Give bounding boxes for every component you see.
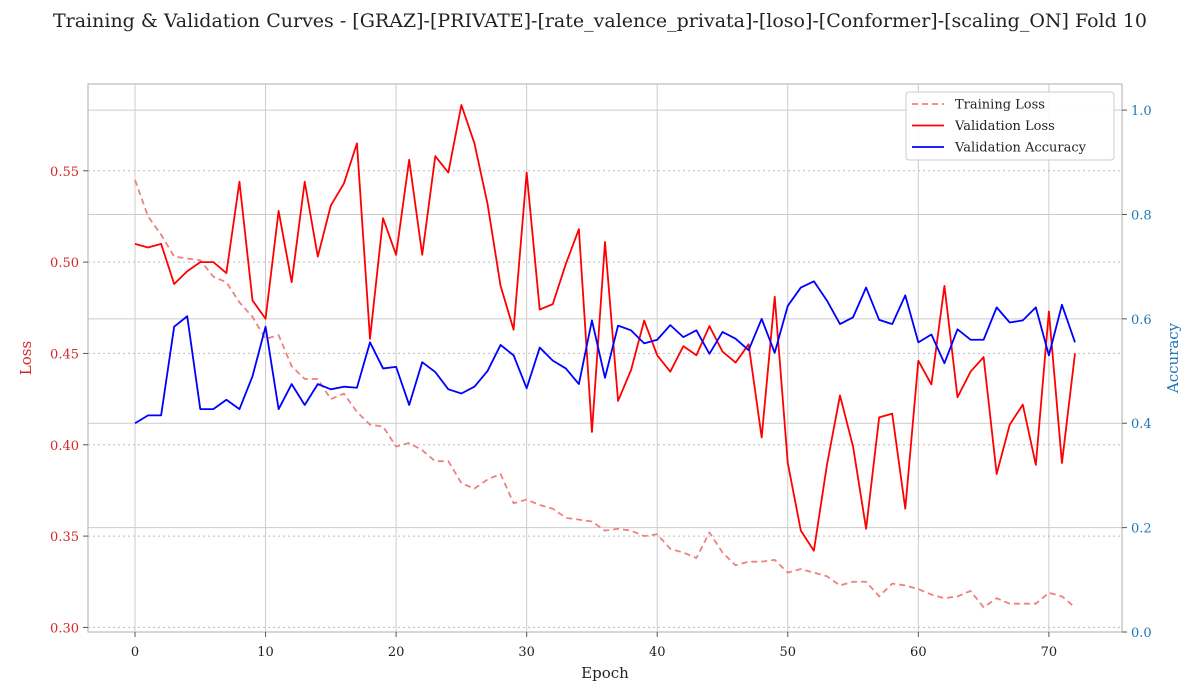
plot-frame [87, 83, 1123, 633]
y-right-tick-label: 0.8 [1131, 208, 1152, 223]
y-left-tick-label: 0.50 [50, 256, 79, 271]
legend-label: Validation Loss [954, 119, 1055, 134]
legend-label: Validation Accuracy [954, 141, 1087, 156]
x-tick-label: 60 [910, 645, 927, 660]
x-axis-label: Epoch [581, 664, 629, 682]
x-tick-label: 20 [388, 645, 405, 660]
y-left-tick-label: 0.55 [50, 165, 79, 180]
x-tick-label: 30 [518, 645, 535, 660]
y-right-tick-label: 0.0 [1131, 626, 1152, 641]
plot-area [88, 84, 1122, 632]
y-right-tick-label: 0.6 [1131, 313, 1152, 328]
y-left-tick-label: 0.35 [50, 530, 79, 545]
y-left-axis-label: Loss [17, 341, 35, 375]
series-line-validation-accuracy [134, 280, 1076, 425]
x-tick-label: 10 [257, 645, 274, 660]
y-left-tick-label: 0.40 [50, 439, 79, 454]
x-tick-label: 70 [1041, 645, 1058, 660]
series-line-training-loss [134, 179, 1076, 609]
y-right-tick-label: 0.2 [1131, 522, 1152, 537]
chart-title: Training & Validation Curves - [GRAZ]-[P… [52, 10, 1148, 32]
series-line-validation-loss [134, 104, 1076, 552]
legend-box [905, 91, 1115, 161]
y-right-tick-label: 1.0 [1131, 104, 1152, 119]
y-right-tick-label: 0.4 [1131, 417, 1152, 432]
x-tick-label: 0 [131, 645, 139, 660]
legend-label: Training Loss [955, 98, 1045, 113]
y-right-axis-label: Accuracy [1164, 322, 1182, 394]
y-left-tick-label: 0.45 [50, 347, 79, 362]
y-left-tick-label: 0.30 [50, 621, 79, 636]
x-tick-label: 50 [780, 645, 797, 660]
x-tick-label: 40 [649, 645, 666, 660]
